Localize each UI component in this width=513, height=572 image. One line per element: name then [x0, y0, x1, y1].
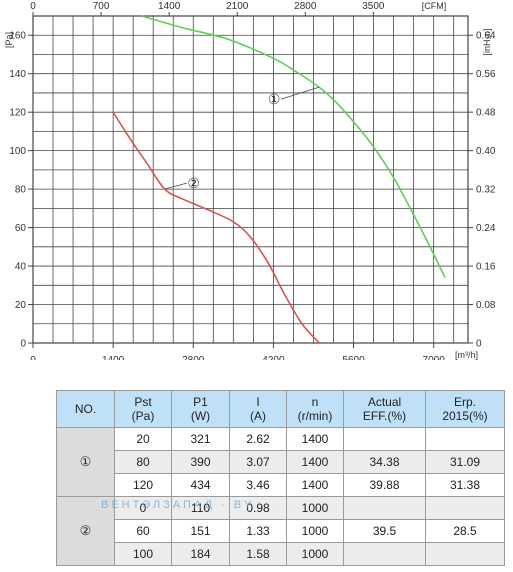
- x2-tick-label: 2800: [294, 1, 317, 12]
- table-row: ① 20 321 2.62 1400: [56, 427, 505, 497]
- series-line-1: [141, 15, 446, 278]
- y-tick-label: 20: [15, 300, 27, 311]
- table-cell: 434: [171, 473, 230, 497]
- y2-tick-label: 0.40: [476, 146, 496, 157]
- x-tick-label: 2800: [182, 355, 205, 360]
- y2-tick-label: 0: [476, 339, 482, 350]
- table-cell: 1400: [286, 450, 344, 474]
- table-cell: 3.46: [229, 473, 287, 497]
- x-tick-label: 7000: [423, 355, 446, 360]
- table-cell: 80: [114, 450, 172, 474]
- x2-axis-label: [CFM]: [422, 1, 447, 11]
- header-pst: Pst (Pa): [114, 390, 172, 428]
- table-cell: 1000: [286, 519, 344, 543]
- table-cell: 1400: [286, 473, 344, 497]
- series-line-2: [112, 111, 320, 344]
- y2-tick-label: 0.48: [476, 108, 496, 119]
- group-label-1: ①: [56, 427, 115, 497]
- table-cell: 1000: [286, 496, 344, 520]
- table-cell: 390: [171, 450, 230, 474]
- table-cell: 31.09: [425, 450, 505, 474]
- x-tick-label: 1400: [102, 355, 125, 360]
- header-no: NO.: [56, 390, 115, 428]
- table-cell: 1400: [286, 427, 344, 451]
- x-tick-label: 4200: [262, 355, 285, 360]
- table-cell: [425, 496, 505, 520]
- x2-tick-label: 700: [93, 1, 110, 12]
- series-callout-line: [281, 86, 320, 100]
- x2-tick-label: 3500: [362, 1, 385, 12]
- table-cell: 110: [171, 496, 230, 520]
- table-cell: 0.98: [229, 496, 287, 520]
- series-label-1: ①: [268, 91, 281, 107]
- table-cell: 120: [114, 473, 172, 497]
- table-row: 100 184 1.58 1000: [57, 542, 505, 566]
- table-cell: [343, 542, 426, 566]
- header-speed: n (r/min): [286, 390, 344, 428]
- table-cell: [425, 427, 505, 451]
- table-row: 80 390 3.07 1400 34.38 31.09: [57, 450, 505, 474]
- table-cell: 28.5: [425, 519, 505, 543]
- table-cell: 2.62: [229, 427, 287, 451]
- table-cell: [343, 496, 426, 520]
- y-tick-label: 160: [9, 31, 26, 42]
- y2-tick-label: 0.56: [476, 69, 496, 80]
- x-tick-label: 0: [30, 355, 36, 360]
- table-row: ② 0 110 0.98 1000: [56, 496, 505, 566]
- y-tick-label: 80: [15, 185, 27, 196]
- table-cell: 34.38: [343, 450, 426, 474]
- x2-tick-label: 0: [30, 1, 36, 12]
- series-callout-line: [164, 182, 187, 190]
- table-cell: 39.5: [343, 519, 426, 543]
- table-header-row: NO. Pst (Pa) P1 (W) I (A) n (r/min) Actual EF…: [56, 390, 505, 428]
- table-cell: 321: [171, 427, 230, 451]
- table-row: 120 434 3.46 1400 39.88 31.38: [57, 473, 505, 497]
- y2-tick-label: 0.08: [476, 300, 496, 311]
- table-cell: [343, 427, 426, 451]
- y-tick-label: 120: [9, 108, 26, 119]
- header-actual-eff: Actual EFF.(%): [343, 390, 426, 428]
- table-cell: 20: [114, 427, 172, 451]
- x-axis-label: [m³/h]: [455, 350, 478, 360]
- y-axis-label: [Pa]: [4, 32, 14, 48]
- series-label-2: ②: [187, 175, 200, 191]
- header-current: I (A): [229, 390, 287, 428]
- table-cell: 0: [114, 496, 172, 520]
- y2-tick-label: 0.32: [476, 185, 496, 196]
- table-cell: 100: [114, 542, 172, 566]
- y2-tick-label: 0.64: [476, 31, 496, 42]
- table-row: 60 151 1.33 1000 39.5 28.5: [57, 519, 505, 543]
- header-p1: P1 (W): [171, 390, 230, 428]
- table-cell: [425, 542, 505, 566]
- y-tick-label: 40: [15, 262, 27, 273]
- x2-tick-label: 1400: [158, 1, 181, 12]
- header-erp-2015: Erp. 2015(%): [425, 390, 505, 428]
- y-tick-label: 140: [9, 69, 26, 80]
- plot-frame: [32, 15, 469, 344]
- table-cell: 1.58: [229, 542, 287, 566]
- y-tick-label: 60: [15, 223, 27, 234]
- x2-tick-label: 2100: [226, 1, 249, 12]
- performance-table: NO. Pst (Pa) P1 (W) I (A) n (r/min) Actual EF…: [56, 390, 505, 566]
- y2-tick-label: 0.16: [476, 262, 496, 273]
- table-cell: 184: [171, 542, 230, 566]
- table-cell: 60: [114, 519, 172, 543]
- y-tick-label: 0: [20, 339, 26, 350]
- table-cell: 39.88: [343, 473, 426, 497]
- x-tick-label: 5600: [342, 355, 365, 360]
- y2-tick-label: 0.24: [476, 223, 496, 234]
- group-label-2: ②: [56, 496, 115, 566]
- performance-chart: 0 20 40 60 80 100 120 140 160 0 0.08 0.16 0.24 0.32 0.…: [4, 1, 496, 360]
- table-cell: 3.07: [229, 450, 287, 474]
- table-cell: 1.33: [229, 519, 287, 543]
- y-tick-label: 100: [9, 146, 26, 157]
- table-cell: 31.38: [425, 473, 505, 497]
- table-cell: 151: [171, 519, 230, 543]
- y2-axis-label: [inH₂o]: [482, 28, 492, 55]
- table-cell: 1000: [286, 542, 344, 566]
